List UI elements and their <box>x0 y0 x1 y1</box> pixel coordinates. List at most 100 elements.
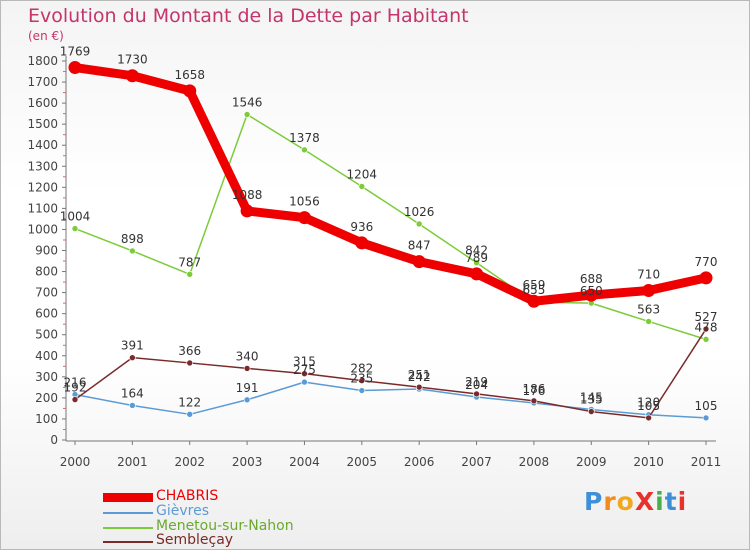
y-tick-label: 1700 <box>27 75 58 89</box>
data-label: 478 <box>695 320 718 334</box>
y-tick-label: 0 <box>50 433 58 447</box>
y-tick-label: 1300 <box>27 159 58 173</box>
data-point <box>129 247 136 255</box>
data-label: 650 <box>580 284 603 298</box>
data-point <box>412 255 426 269</box>
y-tick-label: 400 <box>35 349 58 363</box>
logo-letter: i <box>677 487 688 516</box>
data-label: 105 <box>637 399 660 413</box>
y-tick-label: 1200 <box>27 180 58 194</box>
data-label: 563 <box>637 302 660 316</box>
legend-swatch <box>103 541 153 543</box>
y-tick-label: 500 <box>35 328 58 342</box>
data-point <box>530 397 538 405</box>
data-point <box>358 387 366 394</box>
data-point <box>186 411 194 418</box>
data-point <box>186 270 194 278</box>
data-point <box>125 69 139 83</box>
logo-letter: P <box>584 487 604 516</box>
x-tick-label: 2000 <box>60 455 91 469</box>
data-label: 235 <box>350 372 373 386</box>
logo-letter: i <box>655 487 665 516</box>
data-point <box>415 220 423 228</box>
data-point <box>702 414 710 422</box>
data-label: 366 <box>178 344 201 358</box>
data-label: 688 <box>580 272 603 286</box>
legend-swatch <box>103 527 153 529</box>
data-point <box>186 359 194 367</box>
y-tick-label: 600 <box>35 307 58 321</box>
x-tick-label: 2007 <box>461 455 492 469</box>
data-label: 176 <box>522 384 545 398</box>
data-label: 1088 <box>232 188 263 202</box>
data-label: 340 <box>236 349 259 363</box>
x-tick-label: 2002 <box>174 455 205 469</box>
data-point <box>301 146 308 154</box>
data-label: 1658 <box>174 68 205 82</box>
data-point <box>645 414 652 422</box>
data-point <box>129 354 136 361</box>
data-point <box>527 294 541 308</box>
data-label: 282 <box>350 362 373 376</box>
data-label: 787 <box>178 255 201 269</box>
logo-letter: o <box>616 487 635 516</box>
x-tick-label: 2001 <box>117 455 148 469</box>
data-point <box>470 267 484 281</box>
data-label: 1056 <box>289 195 320 209</box>
data-label: 204 <box>465 378 488 392</box>
data-label: 527 <box>695 310 718 324</box>
data-label: 391 <box>121 339 144 353</box>
data-label: 191 <box>236 381 259 395</box>
data-label: 1378 <box>289 131 320 145</box>
series-line-semble-ay <box>74 328 707 419</box>
y-tick-label: 1600 <box>27 96 58 110</box>
data-point <box>71 396 79 403</box>
data-point <box>473 390 480 398</box>
data-label: 1546 <box>232 95 263 109</box>
chart-title: Evolution du Montant de la Dette par Hab… <box>28 5 469 27</box>
data-label: 251 <box>408 368 431 382</box>
y-tick-label: 900 <box>35 244 58 258</box>
data-point <box>297 211 311 225</box>
data-point <box>358 183 366 190</box>
data-point <box>645 318 652 325</box>
data-label: 847 <box>408 239 431 253</box>
data-point <box>702 325 710 333</box>
y-axis-unit: (en €) <box>28 29 64 43</box>
proxiti-logo: ProXiti <box>584 487 687 516</box>
data-point <box>129 402 136 409</box>
data-point <box>243 396 251 404</box>
data-point <box>355 236 369 250</box>
y-tick-label: 1400 <box>27 138 58 152</box>
data-label: 122 <box>178 395 201 409</box>
data-point <box>243 111 251 118</box>
series-line-chabris <box>70 63 711 306</box>
y-tick-label: 300 <box>35 370 58 384</box>
data-label: 710 <box>637 268 660 282</box>
data-label: 120 <box>637 396 660 410</box>
data-label: 770 <box>695 255 718 269</box>
data-point <box>415 383 423 391</box>
x-tick-label: 2008 <box>519 455 550 469</box>
legend-swatch <box>103 493 153 502</box>
data-point <box>702 336 710 343</box>
data-label: 898 <box>121 232 144 246</box>
logo-letter: t <box>664 487 678 516</box>
x-tick-label: 2009 <box>576 455 607 469</box>
data-label: 659 <box>522 278 545 292</box>
data-label: 1730 <box>117 53 148 67</box>
data-point <box>301 378 308 386</box>
legend-label: Sembleçay <box>156 532 234 548</box>
y-tick-label: 1800 <box>27 54 58 68</box>
series-line-menetou-sur-nahon <box>74 113 707 341</box>
data-label: 275 <box>293 363 316 377</box>
data-label: 1026 <box>404 205 435 219</box>
y-tick-label: 200 <box>35 391 58 405</box>
data-label: 842 <box>465 244 488 258</box>
data-label: 242 <box>408 370 431 384</box>
data-label: 789 <box>465 251 488 265</box>
x-tick-label: 2003 <box>232 455 263 469</box>
data-label: 936 <box>350 220 373 234</box>
legend-label: CHABRIS <box>156 488 219 504</box>
